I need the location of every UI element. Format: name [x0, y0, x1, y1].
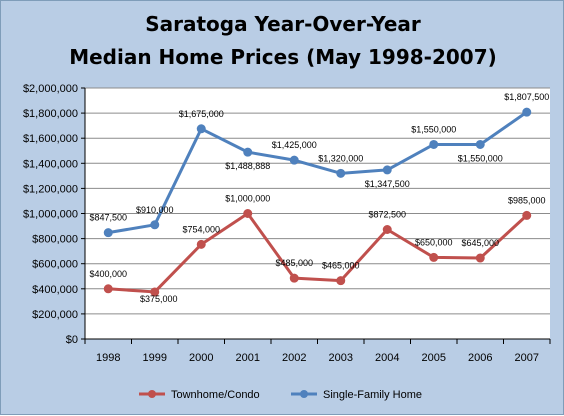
data-label: $650,000 [415, 237, 453, 247]
x-tick-label: 1999 [143, 352, 167, 364]
data-label: $1,000,000 [225, 194, 270, 204]
data-label: $1,320,000 [318, 153, 363, 163]
data-label: $910,000 [136, 205, 174, 215]
data-point [103, 284, 113, 294]
y-tick-label: $1,000,000 [23, 209, 78, 221]
legend-swatch-marker [300, 390, 308, 398]
x-tick-label: 2001 [236, 352, 260, 364]
x-tick-label: 2007 [515, 352, 539, 364]
data-point [382, 225, 392, 235]
data-point [289, 273, 299, 283]
legend-label: Single-Family Home [323, 389, 422, 401]
data-labels: $400,000 $375,000 $754,000 $1,000,000 $485,0… [89, 92, 549, 304]
data-label: $1,347,500 [365, 179, 410, 189]
data-point [429, 139, 439, 149]
axes: $0 $200,000 $400,000 $600,000 $800,000 $1,000… [23, 83, 551, 364]
data-point [382, 165, 392, 175]
x-tick-label: 2005 [422, 352, 446, 364]
legend-swatch-marker [148, 390, 156, 398]
data-point [196, 124, 206, 134]
data-label: $1,550,000 [411, 124, 456, 134]
legend-label: Townhome/Condo [171, 389, 260, 401]
data-label: $1,488,888 [225, 161, 270, 171]
data-point [150, 287, 160, 297]
y-tick-label: $1,600,000 [23, 133, 78, 145]
data-label: $400,000 [89, 269, 127, 279]
data-point [150, 220, 160, 230]
y-tick-label: $1,800,000 [23, 108, 78, 120]
data-label: $847,500 [89, 213, 127, 223]
chart-title-line-1: Saratoga Year-Over-Year [145, 12, 421, 36]
x-tick-label: 2004 [375, 352, 399, 364]
y-tick-label: $600,000 [32, 259, 78, 271]
data-label: $1,807,500 [504, 92, 549, 102]
y-tick-label: $800,000 [32, 234, 78, 246]
data-point [243, 209, 253, 218]
series-layer [103, 107, 532, 297]
data-label: $465,000 [322, 261, 360, 271]
x-tick-label: 2003 [329, 352, 353, 364]
data-label: $375,000 [140, 294, 178, 304]
data-point [103, 228, 113, 238]
data-point [475, 253, 485, 263]
data-point [336, 168, 346, 178]
data-point [336, 276, 346, 286]
y-tick-label: $1,400,000 [23, 158, 78, 170]
legend: Townhome/Condo Single-Family Home [139, 389, 422, 401]
data-point [289, 155, 299, 165]
x-tick-label: 2000 [189, 352, 213, 364]
data-label: $872,500 [368, 210, 406, 220]
data-point [196, 239, 206, 249]
data-point [243, 147, 253, 157]
series-line-1 [108, 110, 528, 235]
y-tick-label: $200,000 [32, 309, 78, 321]
chart-title-line-2: Median Home Prices (May 1998-2007) [69, 45, 497, 69]
y-tick-label: $0 [66, 334, 78, 346]
data-point [475, 139, 485, 149]
x-tick-label: 1998 [96, 352, 120, 364]
gridlines [85, 87, 550, 340]
y-tick-label: $400,000 [32, 284, 78, 296]
series-line-0 [108, 212, 528, 294]
data-label: $645,000 [461, 238, 499, 248]
x-tick-label: 2002 [282, 352, 306, 364]
data-point [522, 107, 532, 117]
data-label: $1,550,000 [458, 153, 503, 163]
data-label: $1,425,000 [272, 140, 317, 150]
y-tick-label: $2,000,000 [23, 83, 78, 95]
data-label: $1,675,000 [179, 109, 224, 119]
data-label: $485,000 [275, 258, 313, 268]
x-tick-label: 2006 [468, 352, 492, 364]
data-point [522, 210, 532, 220]
watermark-text: (c) 1SiliconValley.com [97, 93, 294, 112]
data-label: $754,000 [182, 224, 220, 234]
y-tick-label: $1,200,000 [23, 183, 78, 195]
data-point [429, 252, 439, 262]
data-label: $985,000 [508, 195, 546, 205]
